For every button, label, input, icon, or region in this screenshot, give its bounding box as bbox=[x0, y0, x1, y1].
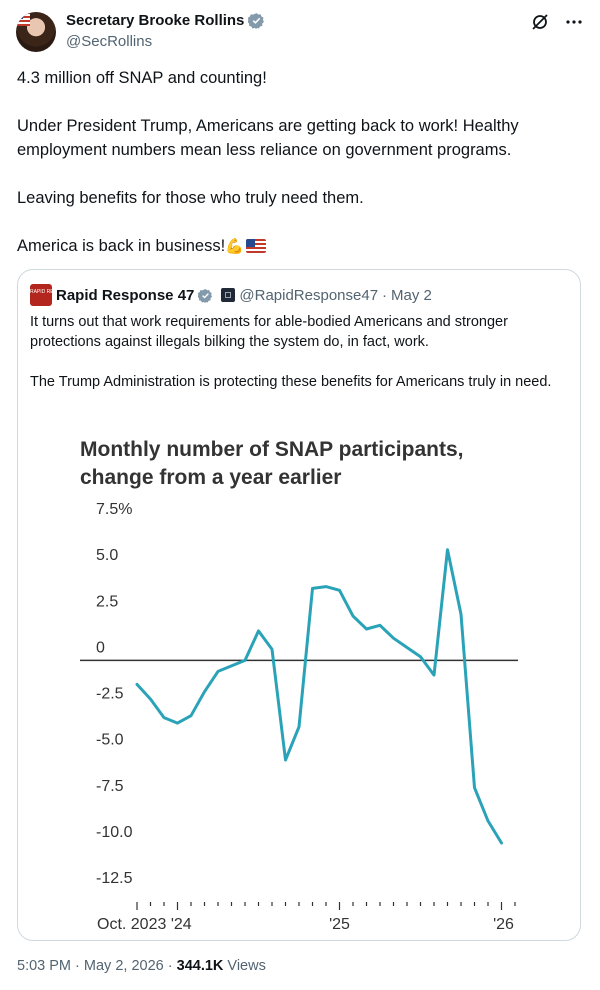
y-tick-label: -10.0 bbox=[96, 824, 133, 841]
quoted-author-handle: @RapidResponse47 bbox=[239, 286, 379, 304]
tweet-time[interactable]: 5:03 PM bbox=[17, 958, 71, 974]
y-tick-label: -5.0 bbox=[96, 732, 124, 749]
views-label: Views bbox=[227, 958, 266, 974]
y-tick-label: -2.5 bbox=[96, 686, 124, 703]
tweet-footer: 5:03 PM · May 2, 2026 · 344.1K Views bbox=[17, 958, 266, 974]
author-handle[interactable]: @SecRollins bbox=[66, 33, 153, 50]
views-count: 344.1K bbox=[176, 958, 224, 974]
y-tick-label: -12.5 bbox=[96, 870, 133, 887]
tweet-header: Secretary Brooke Rollins @SecRollins bbox=[16, 10, 588, 58]
x-tick-label: '25 bbox=[329, 916, 350, 933]
chart-title: Monthly number of SNAP participants, cha… bbox=[80, 436, 463, 492]
verified-badge-icon bbox=[198, 288, 213, 303]
author-avatar[interactable] bbox=[16, 12, 56, 52]
tweet-date[interactable]: May 2, 2026 bbox=[83, 958, 164, 974]
x-tick-label: '26 bbox=[493, 916, 514, 933]
us-flag-icon bbox=[245, 239, 266, 253]
chart-plot: 7.5% 5.0 2.5 0 -2.5 -5.0 -7.5 -10.0 -12.5 Oct. 20… bbox=[80, 501, 518, 933]
quoted-paragraph: It turns out that work requirements for … bbox=[30, 314, 508, 350]
chart-title-line: Monthly number of SNAP participants, bbox=[80, 438, 464, 461]
quoted-tweet-header: RAPID RESPONSE 47 Rapid Response 47 @Rap… bbox=[30, 284, 432, 306]
quoted-paragraph: The Trump Administration is protecting t… bbox=[30, 374, 552, 390]
author-name-row: Secretary Brooke Rollins bbox=[66, 12, 265, 29]
snap-chart-image: Monthly number of SNAP participants, cha… bbox=[18, 420, 580, 940]
grok-icon[interactable] bbox=[530, 12, 550, 32]
tweet-paragraph-text: America is back in business! bbox=[17, 237, 226, 255]
x-tick-label: Oct. 2023 '24 bbox=[97, 916, 192, 933]
chart-title-line: change from a year earlier bbox=[80, 466, 342, 489]
y-tick-label: -7.5 bbox=[96, 778, 124, 795]
more-options-icon[interactable] bbox=[564, 12, 584, 32]
quoted-tweet-date: May 2 bbox=[391, 286, 432, 304]
tweet-actions-top bbox=[530, 12, 584, 32]
y-tick-label: 5.0 bbox=[96, 547, 118, 564]
quoted-tweet[interactable]: RAPID RESPONSE 47 Rapid Response 47 @Rap… bbox=[17, 269, 581, 941]
tweet-paragraph: Under President Trump, Americans are get… bbox=[17, 117, 519, 159]
quoted-tweet-body: It turns out that work requirements for … bbox=[30, 312, 560, 392]
verified-badge-icon bbox=[248, 13, 265, 29]
flag-pin-icon bbox=[16, 12, 30, 26]
y-tick-label: 7.5% bbox=[96, 501, 132, 518]
y-tick-label: 2.5 bbox=[96, 593, 118, 610]
meta-separator: · bbox=[382, 286, 388, 304]
quoted-author-avatar: RAPID RESPONSE 47 bbox=[30, 284, 81, 306]
y-tick-label: 0 bbox=[96, 639, 105, 656]
quoted-author-name: Rapid Response 47 bbox=[56, 286, 195, 304]
snap-series-line bbox=[135, 548, 503, 845]
tweet-body: 4.3 million off SNAP and counting! Under… bbox=[17, 66, 582, 259]
tweet-paragraph: 4.3 million off SNAP and counting! bbox=[17, 69, 267, 87]
tweet-paragraph: Leaving benefits for those who truly nee… bbox=[17, 189, 364, 207]
tweet-paragraph-last: America is back in business!💪 bbox=[17, 234, 582, 259]
flexed-biceps-icon: 💪 bbox=[225, 238, 244, 255]
author-display-name[interactable]: Secretary Brooke Rollins bbox=[66, 12, 245, 29]
meta-separator: · bbox=[167, 958, 173, 974]
meta-separator: · bbox=[75, 958, 80, 974]
government-affiliation-icon bbox=[221, 288, 236, 302]
